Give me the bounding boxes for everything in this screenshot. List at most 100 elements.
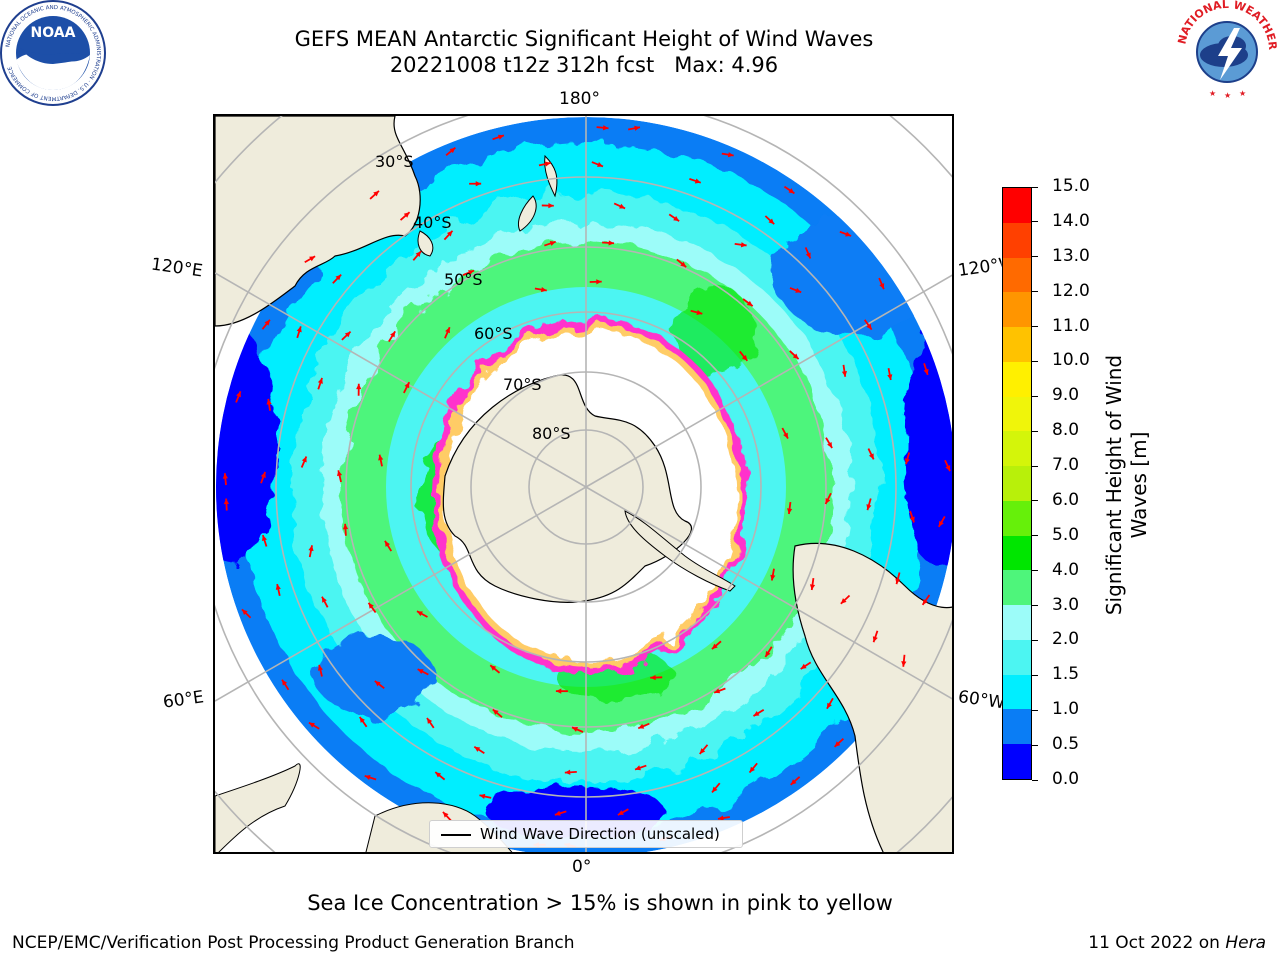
wind-arrow-head [446,230,453,237]
colorbar-tick-mark [1032,744,1038,746]
wind-arrow-head [335,274,342,281]
wind-arrow-head [390,331,396,338]
wind-arrow-head [317,664,323,671]
wind-arrow-head [749,766,755,773]
wind-arrow-head [895,578,901,585]
colorbar-label: Significant Height of Wind Waves [m] [1102,354,1151,616]
wind-arrow-head [602,125,609,131]
wind-arrow-head [427,717,433,724]
wind-arrow-head [901,661,907,667]
lon-label-0: 0° [572,857,592,877]
colorbar-tick-mark [1032,186,1038,188]
colorbar-tick-label: 0.5 [1052,734,1080,755]
wind-arrow-head [368,602,374,609]
wind-arrow-head [549,240,556,246]
colorbar-segment [1003,292,1031,328]
colorbar-tick-mark [1032,570,1038,572]
colorbar-segment [1003,744,1031,779]
wind-arrow-head [826,702,832,709]
wind-arrow-head [296,326,302,333]
colorbar-tick-mark [1032,326,1038,328]
wind-arrow-head [564,769,571,775]
wind-arrow-head [770,574,776,581]
colorbar-tick-mark [1032,779,1038,781]
wind-arrow-head [741,354,748,361]
colorbar-tick-mark [1032,430,1038,432]
svg-text:★: ★ [1224,91,1231,100]
lon-label-60w: 60°W [956,687,1004,713]
colorbar-tick-label: 13.0 [1052,245,1090,266]
colorbar-tick-mark [1032,291,1038,293]
colorbar-segment [1003,570,1031,606]
colorbar-tick-label: 1.0 [1052,699,1080,720]
wind-arrow-head [384,540,391,547]
wind-arrow-head [608,240,615,246]
colorbar-tick-mark [1032,535,1038,537]
wind-arrow-head [727,152,734,158]
wind-arrow-head [374,680,381,687]
map-canvas [215,116,952,852]
lat-label-30s: 30°S [375,152,414,171]
colorbar-tick-label: 1.5 [1052,664,1080,685]
colorbar-segment [1003,639,1031,675]
wind-arrow-head [909,516,915,523]
wind-arrow-head [597,162,604,167]
national-weather-service-logo-icon: NATIONAL WEATHER SERVICE ★★★ [1174,0,1279,100]
wind-arrow-head [696,309,703,315]
wave-height-field [216,117,952,852]
colorbar-tick-mark [1032,639,1038,641]
wind-arrow-head [449,147,456,154]
wind-arrow-head [619,203,626,209]
wind-arrow-head [404,382,410,389]
wind-arrow-head [416,611,423,617]
wind-arrow-head [827,442,833,449]
colorbar-tick-mark [1032,709,1038,711]
wind-arrow-head [872,636,878,643]
credit-line: NCEP/EMC/Verification Post Processing Pr… [12,933,575,953]
wind-arrow-head [788,188,795,194]
wind-arrow-head [468,270,475,276]
wind-arrow-head [800,663,807,669]
wind-arrow-head [922,598,928,605]
wind-arrow-head [753,711,760,717]
colorbar-segment [1003,535,1031,571]
colorbar-segment [1003,709,1031,745]
lat-label-70s: 70°S [503,375,542,394]
colorbar-tick-mark [1032,500,1038,502]
wind-arrow-head [475,181,482,187]
wind-arrow-head [442,811,449,818]
wind-arrow-head [342,523,349,530]
wind-arrow-head [356,383,362,390]
wind-arrow-head [260,471,266,478]
lat-label-50s: 50°S [444,270,483,289]
wind-arrow-head [694,178,701,184]
colorbar-tick-label: 5.0 [1052,524,1080,545]
colorbar-tick-label: 9.0 [1052,385,1080,406]
colorbar-segment [1003,327,1031,362]
chart-subtitle: 20221008 t12z 312h fcst Max: 4.96 [389,53,779,77]
wind-arrow-head [868,453,874,460]
colorbar-tick-mark [1032,465,1038,467]
wind-arrow-head [866,504,872,511]
wind-arrow-head [795,287,802,293]
colorbar-tick-label: 7.0 [1052,455,1080,476]
wind-arrow-head [783,432,788,439]
wind-arrow-head [787,508,793,514]
colorbar-tick-label: 4.0 [1052,559,1080,580]
wind-arrow-head [617,810,624,816]
colorbar-tick-label: 11.0 [1052,315,1090,336]
wind-arrow-head [712,786,718,793]
colorbar-tick-label: 14.0 [1052,210,1090,231]
wind-arrow-head [373,190,379,197]
wind-arrow-head [415,251,422,257]
colorbar-tick-label: 3.0 [1052,594,1080,615]
wind-arrow-head [866,323,872,330]
wind-arrow-head [768,218,775,225]
wind-arrow-head [403,212,410,218]
colorbar-segment [1003,466,1031,501]
wind-arrow-head [435,772,442,778]
wind-arrow-head [635,765,641,771]
wind-arrow-head [301,456,307,463]
wind-arrow-head [790,779,797,785]
lon-label-60e: 60°E [161,687,206,713]
